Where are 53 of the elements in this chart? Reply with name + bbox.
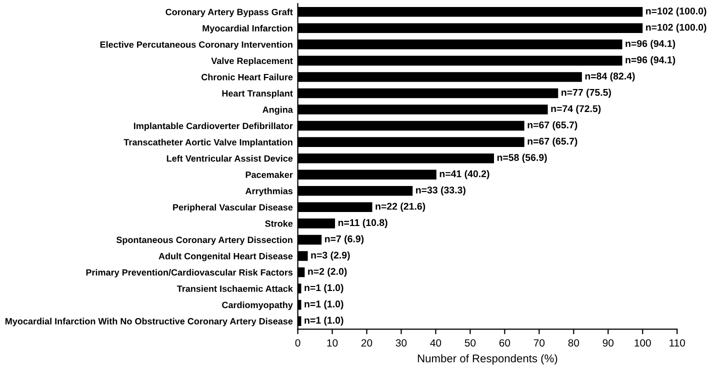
x-tick-label: 50: [464, 339, 476, 347]
x-tick-label: 0: [295, 339, 300, 347]
x-tick-label: 70: [534, 339, 545, 347]
data-label: n=77 (75.5): [562, 88, 611, 98]
y-tick-label: Spontaneous Coronary Artery Dissection: [116, 236, 292, 245]
x-tick-label: 80: [568, 339, 580, 347]
data-label: n=3 (2.9): [311, 251, 350, 261]
data-label: n=11 (10.8): [338, 218, 388, 228]
data-label: n=102 (100.0): [646, 7, 706, 16]
x-tick-label: 20: [361, 339, 372, 347]
y-tick-label: Myocardial Infarction: [202, 24, 292, 34]
y-tick-label: Pacemaker: [246, 171, 293, 178]
x-tick-label: 110: [670, 339, 685, 347]
y-tick-label: Angina: [262, 106, 293, 115]
y-tick-label: Chronic Heart Failure: [201, 74, 293, 80]
data-label: n=58 (56.9): [497, 154, 547, 163]
data-label: n=74 (72.5): [551, 104, 601, 114]
y-tick-label: Peripheral Vascular Disease: [173, 204, 293, 212]
y-tick-label: Primary Prevention/Cardiovascular Risk Factors: [86, 268, 293, 278]
y-tick-label: Myocardial Infarction With No Obstructive Coronary Artery Disease: [6, 318, 293, 326]
data-label: n=67 (65.7): [528, 138, 578, 147]
data-label: n=41 (40.2): [440, 170, 490, 180]
x-tick-label: 60: [499, 339, 510, 347]
data-label: n=33 (33.3): [416, 186, 466, 196]
data-label: n=1 (1.0): [304, 316, 344, 326]
x-tick-label: 90: [602, 339, 614, 347]
y-tick-label: Heart Transplant: [222, 90, 293, 98]
data-label: n=96 (94.1): [626, 56, 676, 66]
data-label: n=84 (82.4): [585, 72, 635, 82]
x-axis-title: Number of Respondents (%): [418, 354, 558, 365]
data-label: n=102 (100.0): [646, 24, 706, 33]
y-tick-label: Coronary Artery Bypass Graft: [166, 8, 293, 17]
x-tick-label: 30: [396, 339, 407, 347]
x-tick-label: 40: [430, 339, 442, 347]
y-tick-label: Adult Congenital Heart Disease: [158, 252, 293, 262]
data-label: n=67 (65.7): [528, 121, 578, 130]
x-tick-label: 100: [634, 339, 651, 347]
y-tick-label: Left Ventricular Assist Device: [166, 155, 293, 162]
data-label: n=7 (6.9): [324, 235, 364, 244]
data-label: n=1 (1.0): [304, 300, 344, 310]
y-tick-label: Cardiomyopathy: [222, 302, 293, 310]
y-tick-label: Implantable Cardioverter Defibrillator: [134, 122, 293, 131]
x-tick-label: 10: [327, 339, 338, 347]
y-tick-label: Arrythmias: [245, 188, 293, 196]
y-tick-label: Valve Replacement: [211, 57, 293, 66]
data-label: n=1 (1.0): [304, 284, 344, 294]
data-label: n=96 (94.1): [626, 40, 676, 49]
y-tick-label: Stroke: [265, 220, 293, 227]
data-label: n=2 (2.0): [308, 268, 347, 277]
y-tick-label: Transcatheter Aortic Valve Implantation: [124, 138, 292, 148]
y-tick-label: Transient Ischaemic Attack: [176, 285, 293, 292]
y-tick-label: Elective Percutaneous Coronary Intervention: [100, 41, 292, 50]
data-label: n=22 (21.6): [376, 202, 426, 212]
